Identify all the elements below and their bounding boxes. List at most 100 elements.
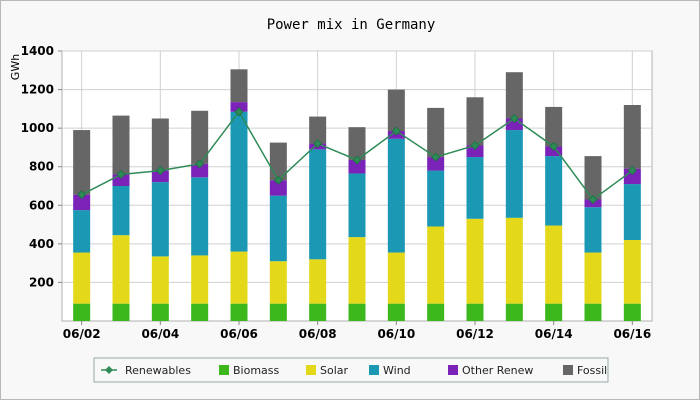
- bar-biomass: [151, 303, 169, 321]
- bar-biomass: [230, 303, 248, 321]
- renewables-point: [273, 175, 283, 185]
- bar-solar: [73, 252, 91, 304]
- bar-fossil: [584, 156, 602, 200]
- bar-fossil: [348, 127, 366, 160]
- bar-other-renew: [505, 118, 523, 131]
- bar-biomass: [427, 303, 445, 321]
- renewables-point: [234, 107, 244, 117]
- bar-other-renew: [73, 194, 91, 211]
- bar-wind: [387, 138, 405, 253]
- bar-solar: [623, 240, 641, 304]
- bar-fossil: [309, 116, 327, 144]
- bar-biomass: [387, 303, 405, 321]
- y-tick-label: 600: [29, 198, 54, 212]
- bar-fossil: [112, 115, 130, 175]
- legend-box: [93, 357, 609, 383]
- bar-biomass: [545, 303, 563, 321]
- y-tick-label: 400: [29, 237, 54, 251]
- bar-other-renew: [545, 146, 563, 157]
- bar-fossil: [230, 69, 248, 103]
- renewables-point: [352, 155, 362, 165]
- bar-biomass: [191, 303, 209, 321]
- legend-label: Wind: [383, 364, 411, 377]
- legend-color-swatch: [369, 365, 379, 375]
- legend-color-swatch: [219, 365, 229, 375]
- bar-wind: [584, 207, 602, 253]
- bar-wind: [309, 149, 327, 260]
- bar-fossil: [269, 142, 287, 181]
- bar-other-renew: [427, 157, 445, 171]
- bar-biomass: [269, 303, 287, 321]
- bar-other-renew: [269, 180, 287, 196]
- plot-area: 200 400 600 800 1000 1200 1400 06/02 06/04 06/06 0…: [21, 44, 653, 341]
- chart-title: Power mix in Germany: [267, 17, 436, 33]
- bar-biomass: [348, 303, 366, 321]
- legend-label: Renewables: [125, 364, 191, 377]
- bar-biomass: [309, 303, 327, 321]
- x-tick-label: 06/08: [299, 327, 337, 341]
- bar-solar: [466, 218, 484, 304]
- bar-biomass: [623, 303, 641, 321]
- bar-solar: [505, 217, 523, 304]
- bar-fossil: [427, 107, 445, 158]
- legend-label: Solar: [320, 364, 349, 377]
- legend-label: Fossil: [577, 364, 607, 377]
- bar-solar: [348, 237, 366, 304]
- bar-biomass: [73, 303, 91, 321]
- bar-wind: [269, 195, 287, 262]
- renewables-point: [155, 166, 165, 176]
- legend: Renewables Biomass Solar Wind Other Renew Fos…: [93, 357, 609, 383]
- bar-solar: [269, 261, 287, 304]
- x-tick-label: 06/04: [141, 327, 179, 341]
- renewables-point: [549, 141, 559, 152]
- bar-solar: [545, 225, 563, 304]
- bar-wind: [348, 173, 366, 238]
- bar-solar: [387, 252, 405, 304]
- x-tick-label: 06/02: [63, 327, 101, 341]
- y-axis-label: GWh: [9, 54, 22, 80]
- bar-other-renew: [348, 159, 366, 174]
- bar-other-renew: [230, 102, 248, 112]
- bar-fossil: [387, 89, 405, 132]
- bar-wind: [112, 186, 130, 236]
- renewables-point: [195, 159, 205, 169]
- x-tick-label: 06/14: [535, 327, 573, 341]
- renewables-point: [313, 139, 323, 149]
- bar-wind: [191, 177, 209, 256]
- y-tick-label: 200: [29, 275, 54, 289]
- bar-other-renew: [191, 163, 209, 178]
- legend-label: Biomass: [233, 364, 280, 377]
- y-tick-label: 800: [29, 160, 54, 174]
- renewables-point: [391, 126, 401, 136]
- bar-wind: [427, 170, 445, 227]
- bar-wind: [151, 182, 169, 257]
- renewables-point: [627, 166, 637, 176]
- bar-other-renew: [112, 174, 130, 186]
- x-tick-label: 06/10: [377, 327, 415, 341]
- bar-fossil: [545, 106, 563, 147]
- bar-wind: [545, 156, 563, 226]
- legend-color-swatch: [448, 365, 458, 375]
- x-tick-label: 06/16: [613, 327, 651, 341]
- bar-biomass: [584, 303, 602, 321]
- bar-solar: [151, 256, 169, 304]
- bar-other-renew: [623, 168, 641, 185]
- x-tick-label: 06/12: [456, 327, 494, 341]
- bar-other-renew: [151, 170, 169, 183]
- bar-fossil: [73, 130, 91, 195]
- bar-biomass: [466, 303, 484, 321]
- bar-solar: [112, 235, 130, 304]
- bar-solar: [427, 226, 445, 304]
- y-tick-label: 1200: [21, 83, 54, 97]
- bar-other-renew: [466, 145, 484, 158]
- bar-wind: [505, 130, 523, 218]
- bar-solar: [230, 251, 248, 304]
- bar-wind: [73, 210, 91, 253]
- renewables-point: [588, 194, 598, 205]
- renewables-point: [509, 113, 519, 124]
- y-tick-label: 1400: [21, 44, 54, 58]
- bar-solar: [584, 252, 602, 304]
- renewables-point: [116, 169, 126, 179]
